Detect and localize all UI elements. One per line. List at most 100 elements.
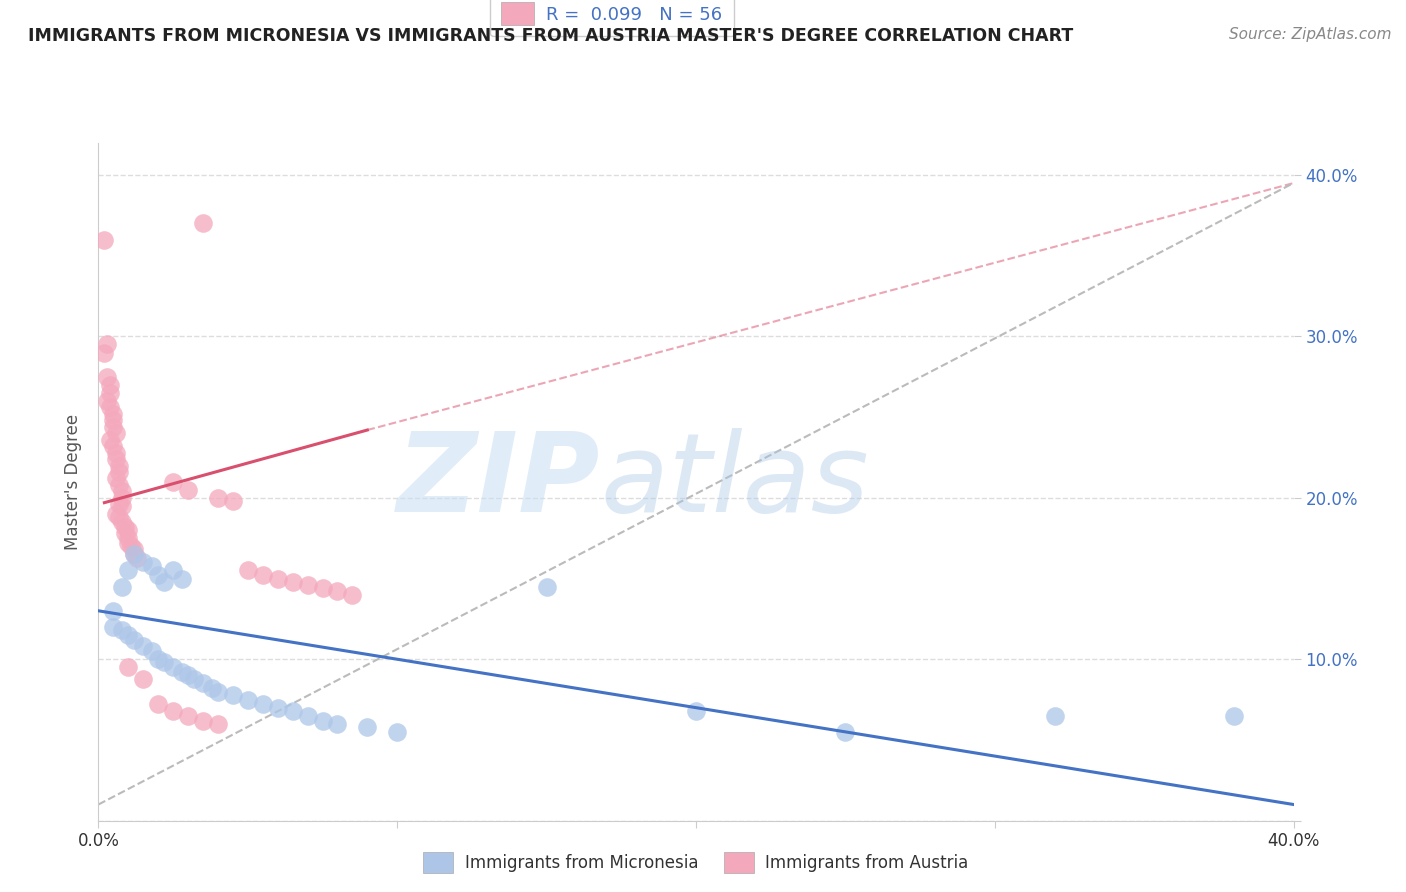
Point — [141, 558, 163, 573]
Point — [124, 632, 146, 647]
Point — [326, 584, 349, 599]
Point — [536, 580, 558, 594]
Point — [172, 572, 194, 586]
Text: ZIP: ZIP — [396, 428, 600, 535]
Point — [120, 539, 142, 553]
Point — [111, 515, 134, 529]
Point — [111, 499, 134, 513]
Point — [191, 714, 214, 728]
Point — [162, 564, 184, 578]
Point — [267, 700, 290, 714]
Point — [117, 660, 139, 674]
Point — [103, 604, 125, 618]
Point — [342, 588, 364, 602]
Point — [1223, 708, 1246, 723]
Point — [132, 672, 155, 686]
Point — [236, 564, 259, 578]
Point — [114, 520, 136, 534]
Text: Source: ZipAtlas.com: Source: ZipAtlas.com — [1229, 27, 1392, 42]
Text: IMMIGRANTS FROM MICRONESIA VS IMMIGRANTS FROM AUSTRIA MASTER'S DEGREE CORRELATIO: IMMIGRANTS FROM MICRONESIA VS IMMIGRANTS… — [28, 27, 1073, 45]
Point — [108, 465, 131, 479]
Point — [108, 478, 131, 492]
Point — [201, 681, 224, 696]
Point — [191, 216, 214, 230]
Point — [834, 724, 856, 739]
Point — [148, 568, 170, 582]
Point — [281, 704, 304, 718]
Point — [114, 526, 136, 541]
Point — [117, 523, 139, 537]
Point — [385, 724, 409, 739]
Point — [177, 668, 200, 682]
Point — [162, 475, 184, 489]
Point — [124, 542, 146, 557]
Point — [117, 628, 139, 642]
Point — [96, 369, 118, 384]
Point — [100, 401, 122, 415]
Point — [207, 716, 229, 731]
Point — [685, 704, 707, 718]
Point — [103, 439, 125, 453]
Point — [356, 720, 378, 734]
Point — [297, 708, 319, 723]
Point — [191, 676, 214, 690]
Point — [326, 716, 349, 731]
Point — [105, 452, 128, 467]
Point — [108, 510, 131, 524]
Point — [108, 497, 131, 511]
Y-axis label: Master's Degree: Master's Degree — [65, 414, 83, 549]
Point — [141, 644, 163, 658]
Point — [281, 574, 304, 589]
Point — [93, 345, 115, 359]
Point — [96, 394, 118, 409]
Point — [111, 484, 134, 499]
Point — [148, 698, 170, 712]
Point — [162, 660, 184, 674]
Point — [311, 714, 333, 728]
Point — [153, 656, 176, 670]
Point — [100, 377, 122, 392]
Point — [103, 620, 125, 634]
Point — [252, 568, 274, 582]
Point — [105, 445, 128, 459]
Point — [111, 491, 134, 505]
Point — [207, 684, 229, 698]
Point — [183, 672, 205, 686]
Point — [127, 550, 149, 565]
Point — [162, 704, 184, 718]
Legend: Immigrants from Micronesia, Immigrants from Austria: Immigrants from Micronesia, Immigrants f… — [416, 846, 976, 880]
Point — [267, 572, 290, 586]
Point — [207, 491, 229, 505]
Point — [222, 688, 245, 702]
Point — [1043, 708, 1066, 723]
Point — [105, 471, 128, 485]
Point — [153, 574, 176, 589]
Point — [105, 507, 128, 521]
Point — [103, 419, 125, 434]
Point — [177, 483, 200, 497]
Point — [100, 433, 122, 447]
Point — [111, 623, 134, 637]
Point — [100, 385, 122, 400]
Point — [177, 708, 200, 723]
Point — [117, 531, 139, 545]
Point — [252, 698, 274, 712]
Point — [124, 547, 146, 561]
Point — [311, 581, 333, 595]
Point — [124, 547, 146, 561]
Point — [103, 407, 125, 421]
Point — [111, 580, 134, 594]
Point — [117, 536, 139, 550]
Point — [93, 233, 115, 247]
Point — [117, 564, 139, 578]
Text: atlas: atlas — [600, 428, 869, 535]
Point — [108, 458, 131, 473]
Point — [148, 652, 170, 666]
Point — [103, 413, 125, 427]
Point — [105, 426, 128, 441]
Point — [132, 555, 155, 569]
Point — [132, 640, 155, 654]
Point — [297, 578, 319, 592]
Point — [222, 494, 245, 508]
Point — [236, 692, 259, 706]
